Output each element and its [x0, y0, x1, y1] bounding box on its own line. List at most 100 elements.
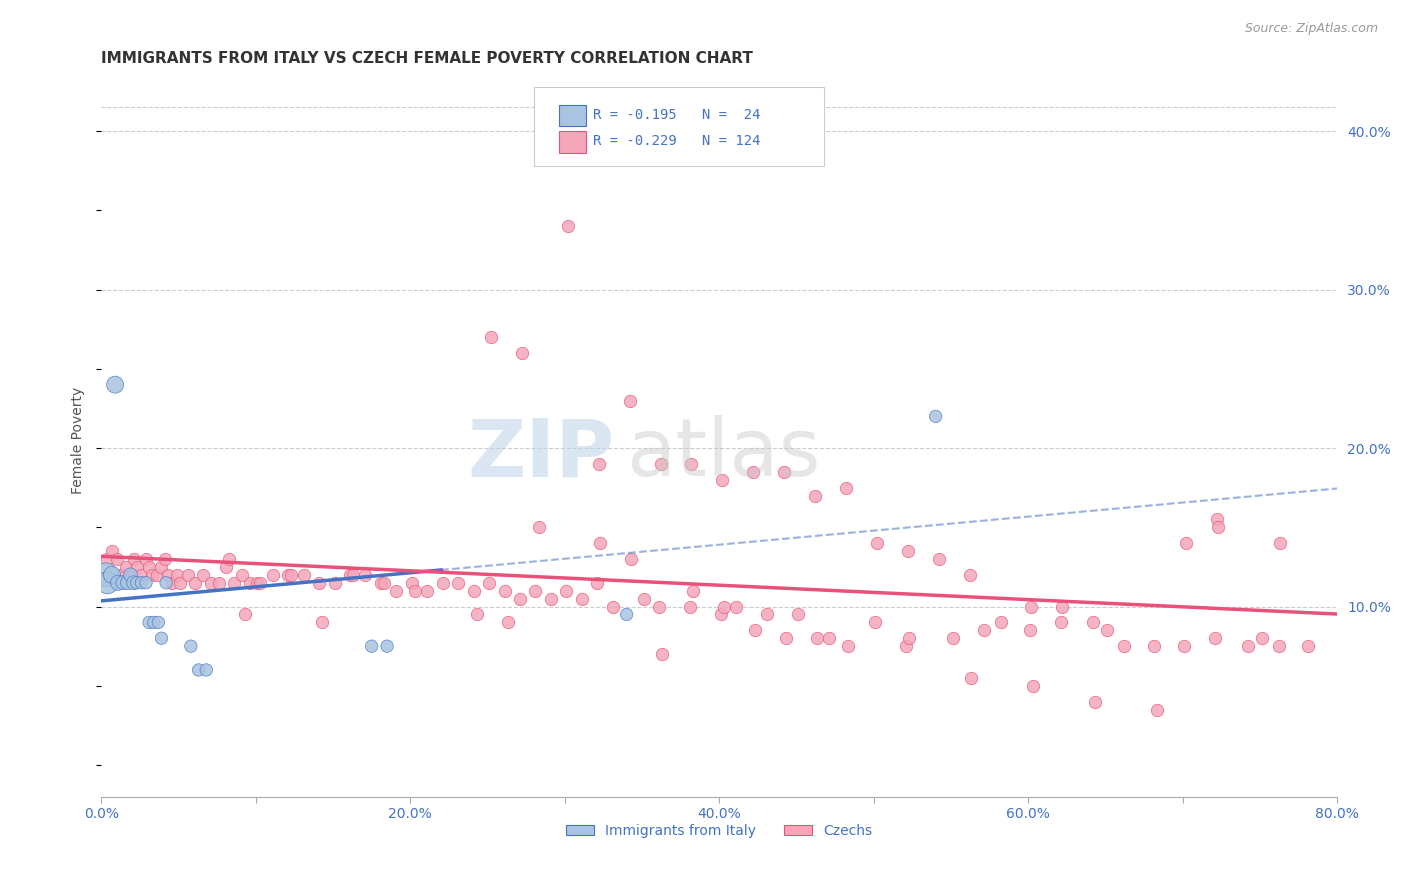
FancyBboxPatch shape: [558, 131, 586, 153]
Point: [527, 520, 550, 534]
Point: [120, 567, 142, 582]
Point: [1114, 639, 1136, 653]
Point: [117, 575, 139, 590]
Text: ZIP: ZIP: [467, 416, 614, 493]
Point: [107, 575, 129, 590]
Point: [1270, 536, 1292, 550]
Point: [339, 567, 361, 582]
Point: [280, 567, 302, 582]
Point: [401, 575, 423, 590]
Legend: Immigrants from Italy, Czechs: Immigrants from Italy, Czechs: [561, 818, 877, 843]
Point: [184, 575, 207, 590]
Point: [633, 591, 655, 606]
Point: [586, 575, 609, 590]
FancyBboxPatch shape: [558, 105, 586, 127]
Point: [1204, 632, 1226, 646]
Point: [682, 583, 704, 598]
Point: [224, 575, 246, 590]
Point: [896, 639, 918, 653]
Point: [589, 536, 612, 550]
Point: [744, 624, 766, 638]
Point: [416, 583, 439, 598]
Point: [509, 591, 531, 606]
Point: [866, 536, 889, 550]
Point: [1022, 679, 1045, 693]
Point: [806, 632, 828, 646]
Point: [292, 567, 315, 582]
Point: [1049, 615, 1071, 630]
Point: [404, 583, 426, 598]
Point: [651, 647, 673, 661]
Point: [494, 583, 516, 598]
Point: [898, 632, 921, 646]
Point: [193, 567, 215, 582]
Point: [150, 632, 173, 646]
Point: [1173, 639, 1195, 653]
Point: [557, 219, 579, 234]
Point: [101, 544, 124, 558]
Point: [1052, 599, 1074, 614]
Point: [370, 575, 392, 590]
Point: [479, 330, 502, 344]
Point: [1084, 695, 1107, 709]
Point: [1208, 520, 1230, 534]
Point: [510, 346, 533, 360]
Point: [233, 607, 256, 622]
Point: [166, 567, 188, 582]
Point: [1205, 512, 1227, 526]
Point: [135, 552, 157, 566]
Point: [373, 575, 395, 590]
Point: [96, 575, 118, 590]
Text: Source: ZipAtlas.com: Source: ZipAtlas.com: [1244, 22, 1378, 36]
Point: [463, 583, 485, 598]
Point: [1083, 615, 1105, 630]
Point: [138, 560, 160, 574]
Point: [249, 575, 271, 590]
Point: [342, 567, 364, 582]
Point: [804, 489, 827, 503]
Point: [375, 639, 398, 653]
Point: [155, 575, 177, 590]
Point: [94, 567, 117, 582]
Point: [385, 583, 408, 598]
Point: [354, 567, 377, 582]
Point: [120, 567, 142, 582]
Point: [131, 575, 153, 590]
Point: [153, 552, 176, 566]
Point: [555, 583, 578, 598]
Point: [156, 567, 179, 582]
Text: R = -0.195   N =  24: R = -0.195 N = 24: [593, 108, 761, 122]
Point: [432, 575, 454, 590]
Point: [187, 663, 209, 677]
Point: [725, 599, 748, 614]
Point: [1095, 624, 1118, 638]
Point: [1236, 639, 1258, 653]
Point: [131, 567, 153, 582]
Point: [105, 552, 128, 566]
Point: [496, 615, 519, 630]
Point: [142, 615, 165, 630]
Point: [1019, 624, 1042, 638]
Point: [835, 481, 858, 495]
Point: [110, 567, 132, 582]
Point: [571, 591, 593, 606]
Point: [262, 567, 284, 582]
Point: [104, 377, 127, 392]
Point: [865, 615, 887, 630]
Point: [447, 575, 470, 590]
Point: [897, 544, 920, 558]
Point: [973, 624, 995, 638]
Point: [101, 567, 124, 582]
Point: [323, 575, 346, 590]
Point: [360, 639, 382, 653]
Point: [478, 575, 501, 590]
Text: atlas: atlas: [627, 416, 821, 493]
Point: [1267, 639, 1289, 653]
Point: [208, 575, 231, 590]
Point: [648, 599, 671, 614]
Point: [710, 607, 733, 622]
Point: [246, 575, 269, 590]
Point: [311, 615, 333, 630]
Point: [215, 560, 238, 574]
Point: [942, 632, 965, 646]
